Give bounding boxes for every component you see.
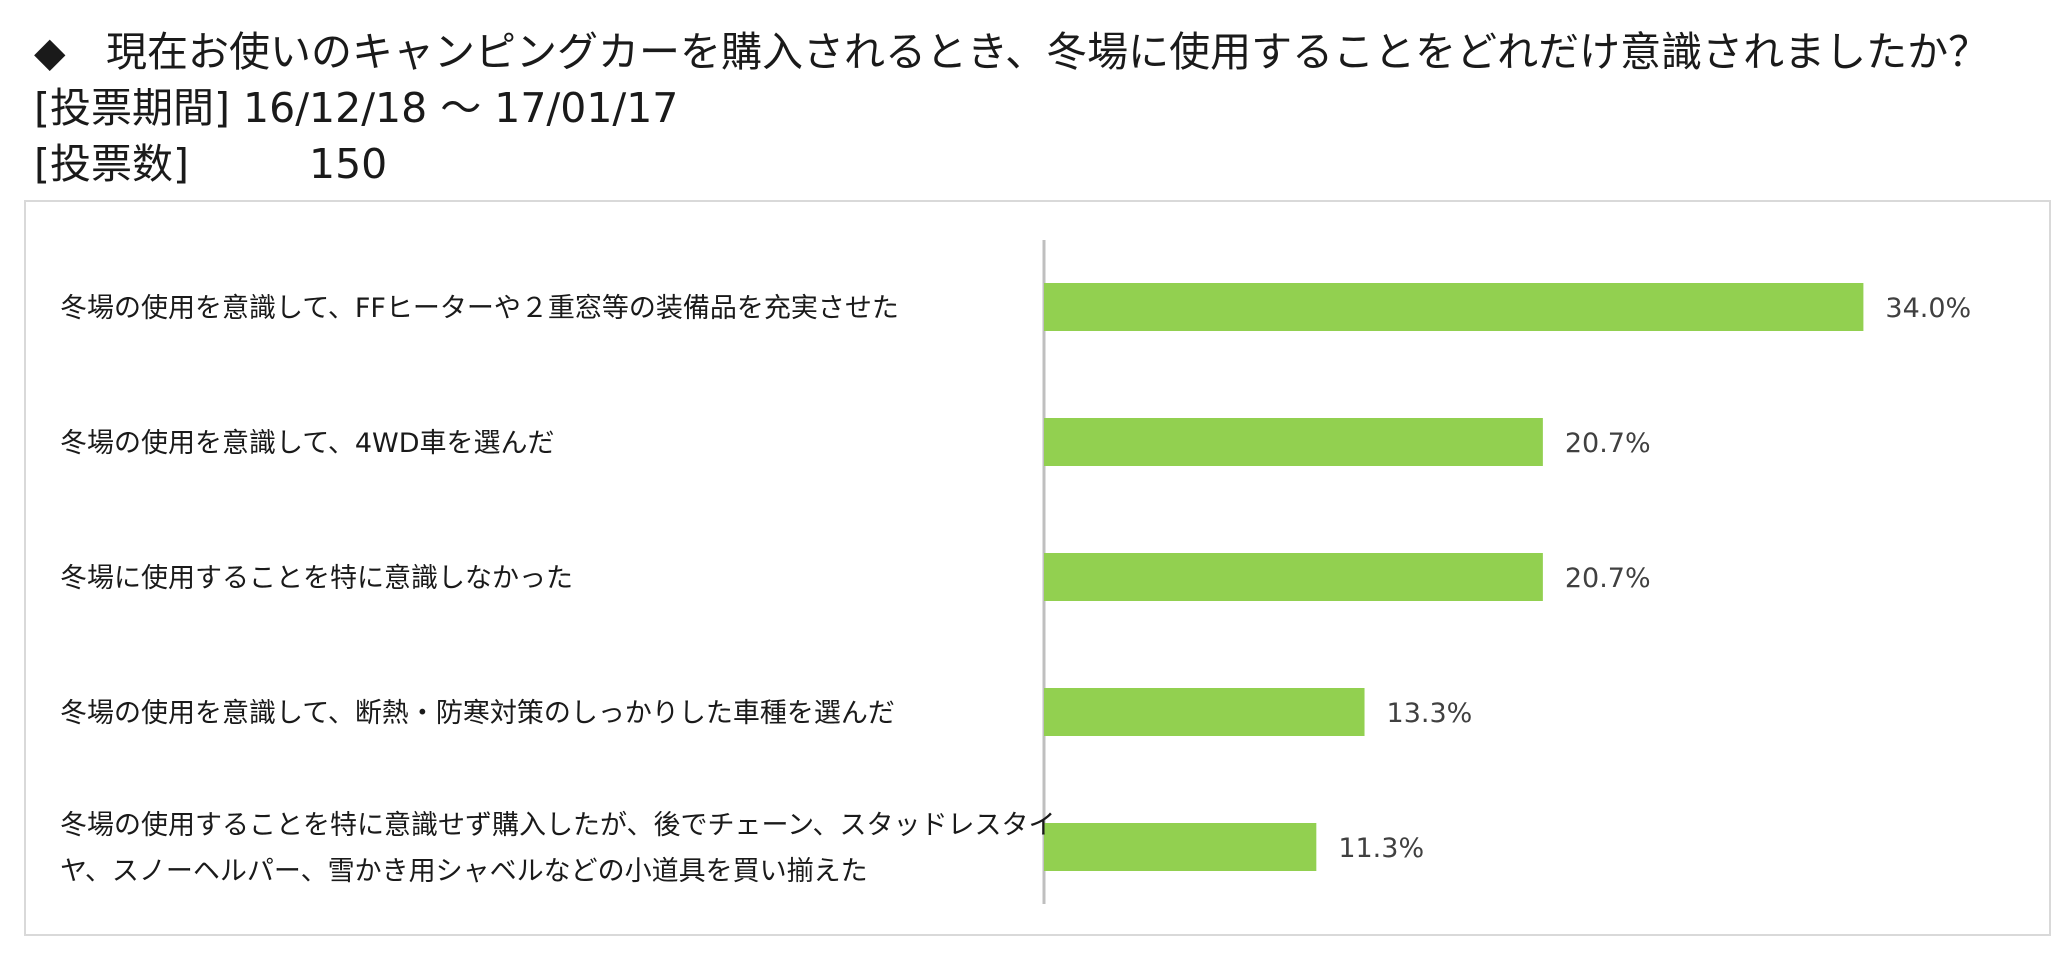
category-label: ヤ、スノーヘルパー、雪かき用シャベルなどの小道具を買い揃えた — [60, 856, 868, 887]
period-label: [投票期間] — [34, 84, 230, 132]
period-line: [投票期間] 16/12/18 ～ 17/01/17 — [34, 80, 1989, 136]
question-text: 現在お使いのキャンピングカーを購入されるとき、冬場に使用することをどれだけ意識さ… — [106, 28, 1990, 76]
diamond-icon: ◆ — [34, 28, 66, 76]
value-label: 11.3% — [1338, 833, 1424, 864]
bar — [1044, 418, 1543, 466]
bar — [1044, 553, 1543, 601]
count-value: 150 — [309, 140, 388, 188]
bar — [1044, 283, 1864, 331]
category-label: 冬場の使用することを特に意識せず購入したが、後でチェーン、スタッドレスタイ — [60, 810, 1056, 841]
bar-chart: 34.0% 冬場の使用を意識して、FFヒーターや２重窓等の装備品を充実させた 20.… — [60, 240, 1971, 904]
value-label: 13.3% — [1387, 698, 1473, 729]
bar — [1044, 823, 1317, 871]
question-line: ◆ 現在お使いのキャンピングカーを購入されるとき、冬場に使用することをどれだけ意識… — [34, 24, 1989, 80]
count-line: [投票数] 150 — [34, 136, 1989, 192]
period-value: 16/12/18 ～ 17/01/17 — [243, 84, 679, 132]
category-label: 冬場の使用を意識して、FFヒーターや２重窓等の装備品を充実させた — [60, 293, 899, 324]
value-label: 34.0% — [1885, 293, 1971, 324]
category-label: 冬場の使用を意識して、断熱・防寒対策のしっかりした車種を選んだ — [60, 698, 895, 729]
count-label: [投票数] — [34, 140, 189, 188]
value-label: 20.7% — [1565, 563, 1651, 594]
bar — [1044, 688, 1365, 736]
chart-frame: 34.0% 冬場の使用を意識して、FFヒーターや２重窓等の装備品を充実させた 20.… — [24, 200, 2051, 936]
header: ◆ 現在お使いのキャンピングカーを購入されるとき、冬場に使用することをどれだけ意識… — [34, 24, 1989, 192]
category-label: 冬場の使用を意識して、4WD車を選んだ — [60, 428, 555, 459]
value-label: 20.7% — [1565, 428, 1651, 459]
category-label: 冬場に使用することを特に意識しなかった — [60, 563, 573, 594]
